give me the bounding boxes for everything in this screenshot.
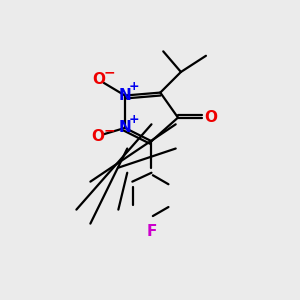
Text: O: O [204, 110, 217, 125]
Text: −: − [104, 66, 116, 80]
Text: +: + [128, 80, 139, 93]
Text: F: F [146, 224, 157, 239]
Text: O: O [92, 72, 105, 87]
Text: −: − [103, 123, 115, 137]
Text: N: N [118, 120, 131, 135]
Text: +: + [128, 112, 139, 126]
Text: O: O [92, 129, 104, 144]
Text: N: N [118, 88, 131, 103]
